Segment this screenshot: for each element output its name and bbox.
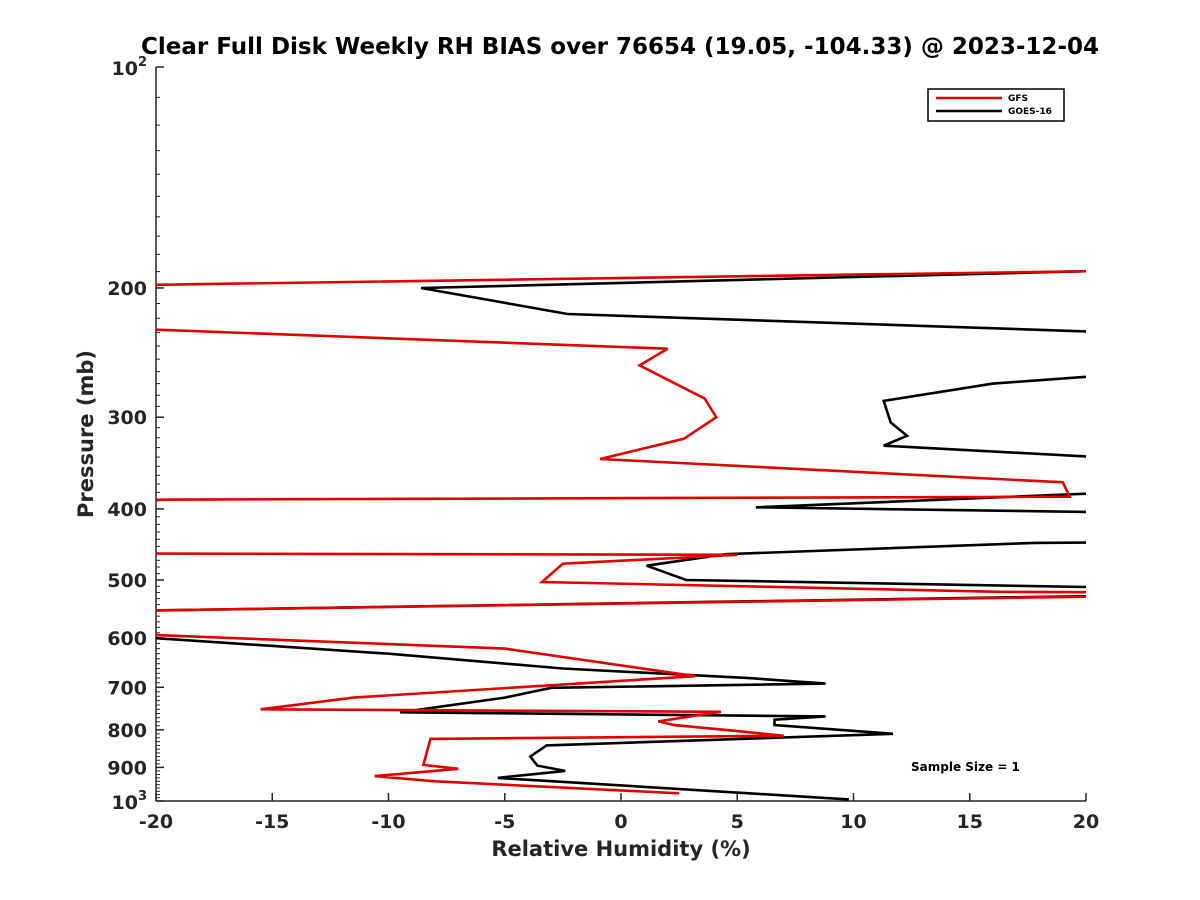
y-tick-label: 800	[107, 720, 147, 742]
y-end-tick-exponent: 2	[138, 55, 147, 70]
y-tick-label: 900	[107, 757, 147, 779]
x-tick-label: 0	[614, 811, 627, 833]
x-tick-label: 10	[840, 811, 866, 833]
y-tick-label: 200	[107, 278, 147, 300]
y-end-tick-label: 102	[112, 55, 148, 80]
legend-label: GFS	[1008, 94, 1028, 104]
y-end-tick-label: 103	[112, 789, 148, 814]
y-end-tick-base: 10	[112, 792, 138, 814]
chart-title: Clear Full Disk Weekly RH BIAS over 7665…	[141, 34, 1099, 60]
sample-size-annotation: Sample Size = 1	[911, 760, 1020, 774]
y-tick-label: 400	[107, 499, 147, 521]
x-tick-label: -15	[255, 811, 289, 833]
plot-axes: -20 -15 -10 -5 0 5 10 15 20 200 300 400 500 600 700 800…	[107, 55, 1099, 833]
y-tick-label: 600	[107, 628, 147, 650]
x-axis-label: Relative Humidity (%)	[491, 837, 750, 861]
series-group	[156, 269, 1086, 801]
x-tick-label: -10	[371, 811, 405, 833]
y-tick-label: 500	[107, 570, 147, 592]
legend-label: GOES-16	[1008, 107, 1052, 117]
legend: GFS GOES-16	[927, 88, 1065, 122]
x-tick-label: 15	[957, 811, 983, 833]
legend-box	[927, 88, 1065, 122]
x-tick-label: 20	[1073, 811, 1099, 833]
x-tick-label: -5	[494, 811, 515, 833]
y-axis-label: Pressure (mb)	[74, 350, 98, 518]
y-tick-label: 300	[107, 407, 147, 429]
x-tick-label: -20	[139, 811, 173, 833]
series-line-gfs	[156, 269, 1086, 795]
y-tick-label: 700	[107, 677, 147, 699]
y-end-tick-base: 10	[112, 58, 138, 80]
y-end-tick-exponent: 3	[138, 789, 147, 804]
x-tick-label: 5	[731, 811, 744, 833]
